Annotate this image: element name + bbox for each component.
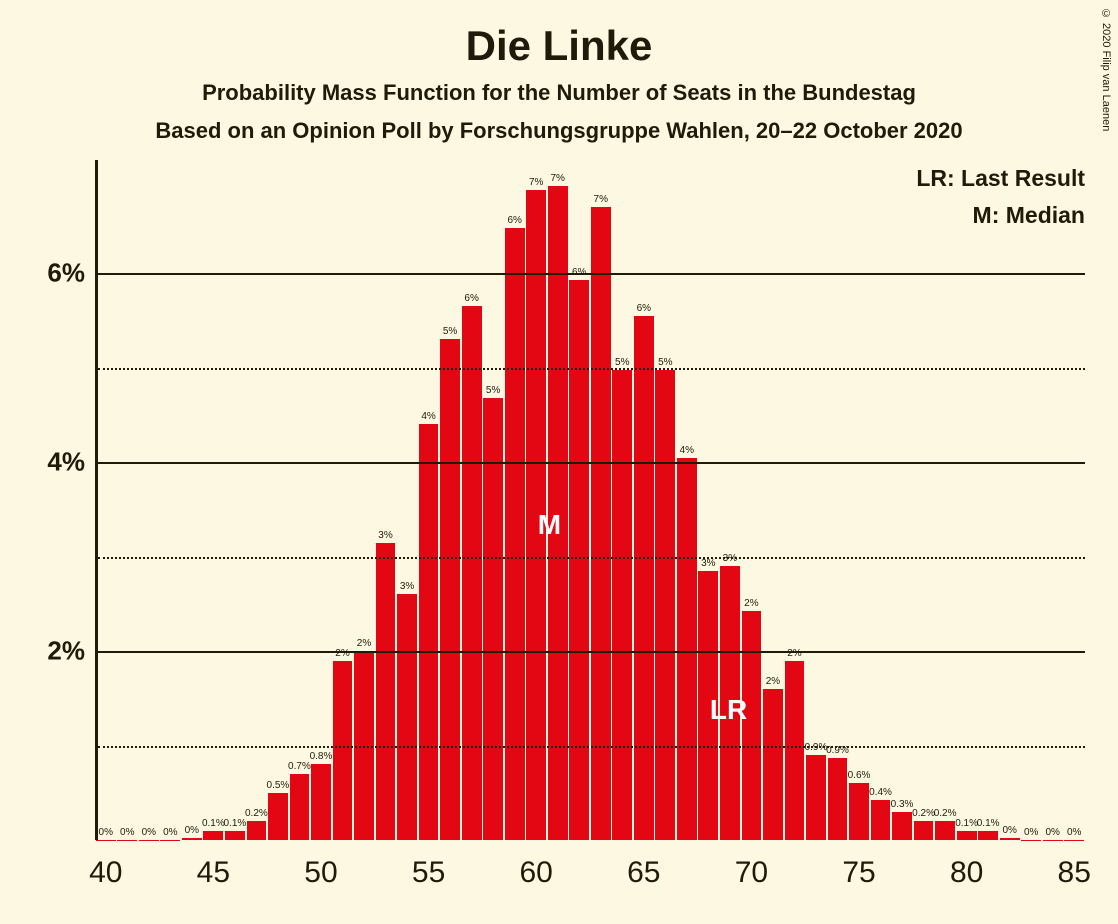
- bar: [397, 594, 417, 840]
- gridline-major: [98, 651, 1085, 653]
- bar: [483, 398, 503, 840]
- bar: [1021, 840, 1041, 841]
- bar: [247, 821, 267, 840]
- bar: [1000, 838, 1020, 840]
- gridline-minor: [98, 368, 1085, 370]
- bar: [203, 831, 223, 840]
- bar-value-label: 0.4%: [851, 787, 911, 798]
- bar: [333, 661, 353, 840]
- copyright-text: © 2020 Filip van Laenen: [1100, 8, 1112, 131]
- bar-value-label: 3%: [356, 530, 416, 541]
- bar: [505, 228, 525, 840]
- chart-plot-area: LR: Last Result M: Median 0%0%0%0%0%0.1%…: [95, 160, 1085, 840]
- bar-value-label: 0%: [1044, 827, 1104, 838]
- x-tick-label: 65: [627, 856, 660, 890]
- bar: [182, 838, 202, 840]
- bar-value-label: 6%: [614, 303, 674, 314]
- bar: [612, 370, 632, 840]
- bar: [655, 370, 675, 840]
- x-tick-label: 80: [950, 856, 983, 890]
- bar: [96, 840, 116, 841]
- bar-value-label: 4%: [657, 445, 717, 456]
- bar: [419, 424, 439, 840]
- bar-value-label: 7%: [571, 194, 631, 205]
- y-tick-label: 2%: [25, 636, 85, 667]
- x-tick-label: 55: [412, 856, 445, 890]
- bar: [139, 840, 159, 841]
- bar-value-label: 0.6%: [829, 770, 889, 781]
- bar-value-label: 7%: [528, 173, 588, 184]
- bar: [1064, 840, 1084, 841]
- bar: [117, 840, 137, 841]
- chart-subtitle-1: Probability Mass Function for the Number…: [0, 80, 1118, 106]
- bar: [1043, 840, 1063, 841]
- bar: [957, 831, 977, 840]
- bar: [763, 689, 783, 840]
- gridline-minor: [98, 746, 1085, 748]
- x-tick-label: 75: [842, 856, 875, 890]
- bar: [440, 339, 460, 840]
- gridline-major: [98, 462, 1085, 464]
- gridline-minor: [98, 557, 1085, 559]
- chart-subtitle-2: Based on an Opinion Poll by Forschungsgr…: [0, 118, 1118, 144]
- bar: [634, 316, 654, 840]
- bar-value-label: 5%: [635, 357, 695, 368]
- x-tick-label: 70: [735, 856, 768, 890]
- x-tick-label: 85: [1058, 856, 1091, 890]
- bar: [290, 774, 310, 840]
- bar: [160, 840, 180, 841]
- bars-container: 0%0%0%0%0%0.1%0.1%0.2%0.5%0.7%0.8%2%2%3%…: [95, 160, 1085, 840]
- chart-titles: Die Linke Probability Mass Function for …: [0, 0, 1118, 144]
- chart-title: Die Linke: [0, 22, 1118, 70]
- bar: [742, 611, 762, 840]
- bar-value-label: 6%: [442, 293, 502, 304]
- bar: [311, 764, 331, 840]
- bar: [569, 280, 589, 840]
- x-tick-label: 45: [197, 856, 230, 890]
- bar-value-label: 2%: [721, 598, 781, 609]
- bar: [677, 458, 697, 841]
- median-marker: M: [538, 509, 561, 541]
- bar: [268, 793, 288, 840]
- y-tick-label: 4%: [25, 447, 85, 478]
- bar: [914, 821, 934, 840]
- bar: [806, 755, 826, 840]
- x-tick-label: 40: [89, 856, 122, 890]
- x-tick-label: 50: [304, 856, 337, 890]
- last-result-marker: LR: [710, 694, 747, 726]
- bar: [225, 831, 245, 840]
- x-tick-label: 60: [520, 856, 553, 890]
- y-tick-label: 6%: [25, 258, 85, 289]
- gridline-major: [98, 273, 1085, 275]
